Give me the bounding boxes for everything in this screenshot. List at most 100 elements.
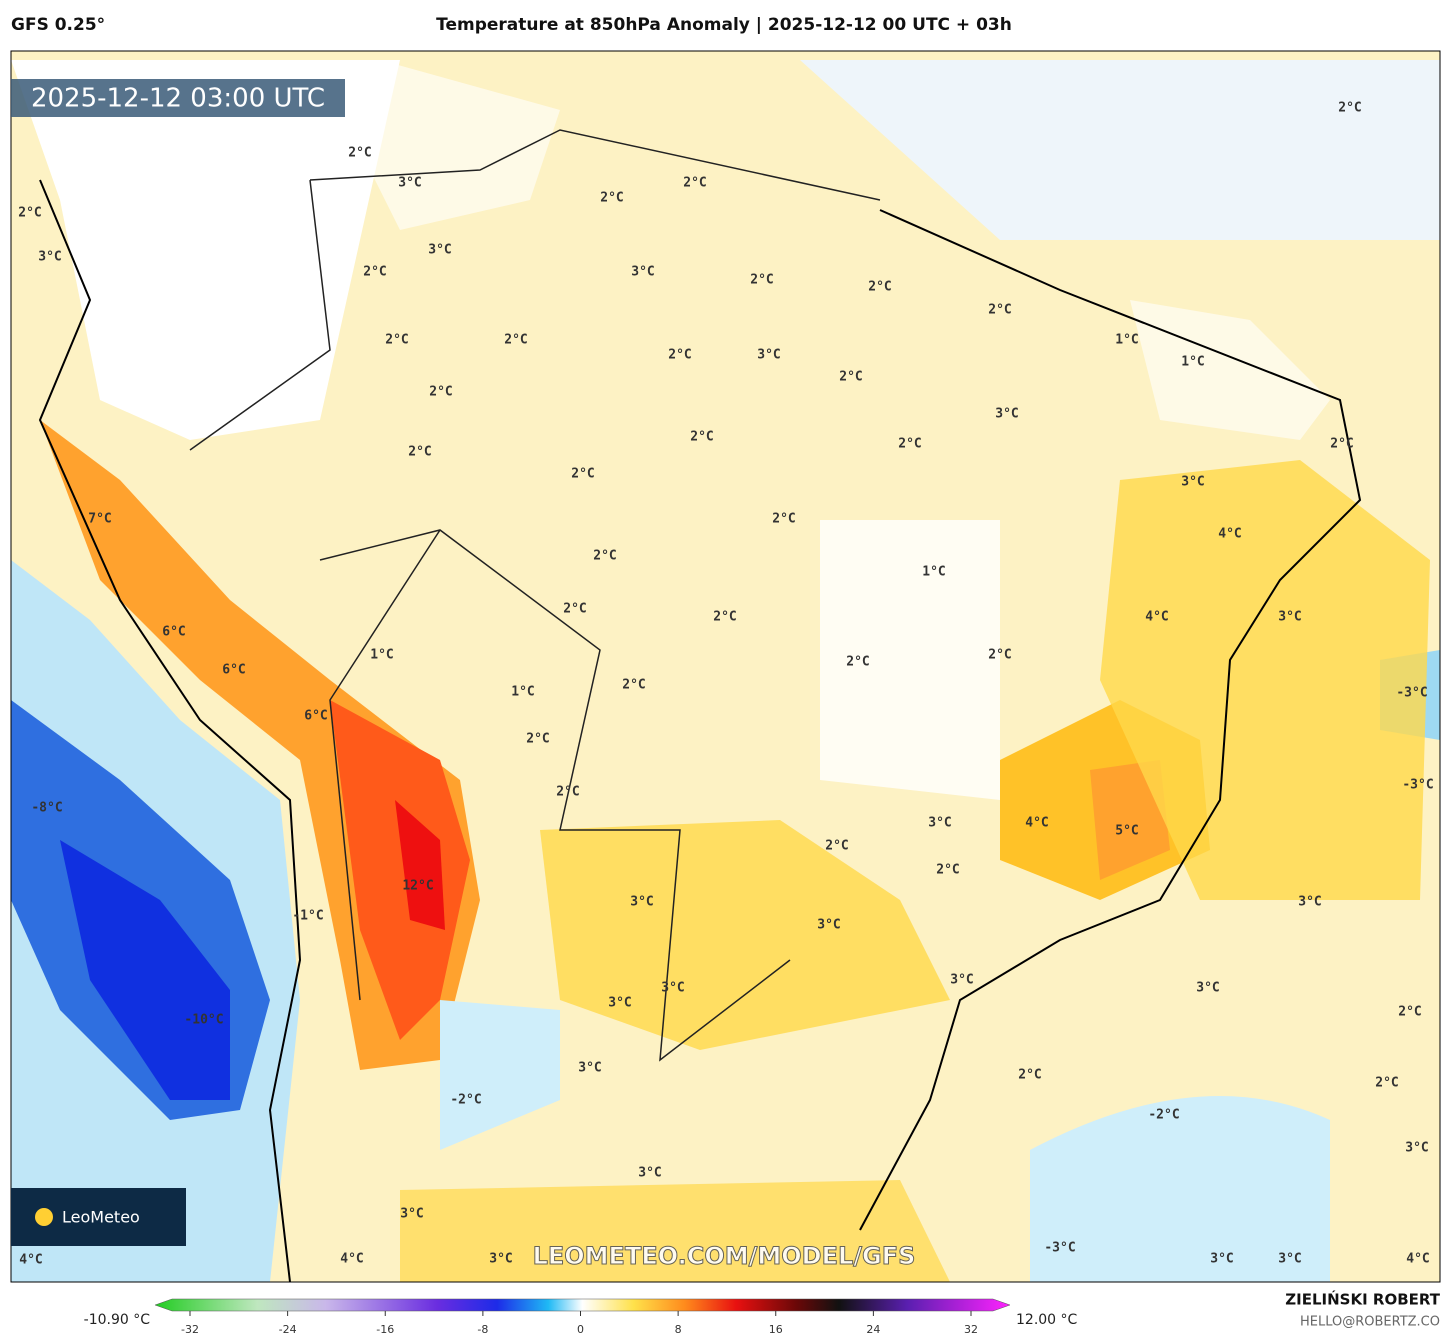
contour-label: -1°C bbox=[292, 909, 323, 924]
contour-label: 2°C bbox=[1338, 101, 1361, 116]
contour-label: 3°C bbox=[489, 1252, 512, 1267]
contour-label: 4°C bbox=[19, 1253, 42, 1268]
colorbar-tick-label: -8 bbox=[477, 1323, 488, 1336]
contour-label: 2°C bbox=[600, 191, 623, 206]
contour-label: 1°C bbox=[922, 565, 945, 580]
contour-label: 3°C bbox=[608, 996, 631, 1011]
contour-label: 1°C bbox=[1115, 333, 1138, 348]
contour-label: 1°C bbox=[370, 648, 393, 663]
contour-label: 1°C bbox=[1181, 355, 1204, 370]
colorbar-max: 12.00 °C bbox=[1016, 1312, 1078, 1328]
warm-area bbox=[395, 800, 445, 930]
contour-label: 3°C bbox=[928, 816, 951, 831]
contour-label: 2°C bbox=[772, 512, 795, 527]
contour-label: 6°C bbox=[222, 663, 245, 678]
contour-label: 2°C bbox=[988, 303, 1011, 318]
contour-label: 2°C bbox=[825, 839, 848, 854]
contour-label: -3°C bbox=[1044, 1241, 1075, 1256]
contour-label: 7°C bbox=[88, 512, 111, 527]
contour-label: 2°C bbox=[868, 280, 891, 295]
contour-label: -8°C bbox=[31, 801, 62, 816]
coastline bbox=[38, 179, 1362, 1282]
cold-area bbox=[60, 840, 230, 1100]
colorbar-tick-label: 32 bbox=[964, 1323, 978, 1336]
contour-label: 2°C bbox=[750, 273, 773, 288]
contour-label: 3°C bbox=[400, 1207, 423, 1222]
contour-label: 2°C bbox=[683, 176, 706, 191]
watermark: LEOMETEO.COM/MODEL/GFS bbox=[533, 1242, 916, 1270]
contour-label: 6°C bbox=[162, 625, 185, 640]
contour-label: -3°C bbox=[1402, 778, 1433, 793]
contour-label: 2°C bbox=[713, 610, 736, 625]
timestamp-box bbox=[11, 79, 345, 117]
contour-label: 4°C bbox=[340, 1252, 363, 1267]
contour-label: 3°C bbox=[757, 348, 780, 363]
neutral-area bbox=[800, 60, 1440, 240]
contour-label: 3°C bbox=[661, 981, 684, 996]
contour-label: 2°C bbox=[988, 648, 1011, 663]
contour-label: -2°C bbox=[450, 1093, 481, 1108]
contour-label: 2°C bbox=[385, 333, 408, 348]
colorbar-tick-label: -16 bbox=[376, 1323, 394, 1336]
neutral-area bbox=[350, 60, 1330, 440]
colorbar-ticks: -32 -24 -16 -8 0 8 16 24 32 bbox=[181, 1311, 978, 1336]
contour-label: 6°C bbox=[304, 709, 327, 724]
contour-label: 2°C bbox=[348, 146, 371, 161]
contour-label: 5°C bbox=[1115, 824, 1138, 839]
contour-label: 3°C bbox=[398, 176, 421, 191]
contour-label: 3°C bbox=[1181, 475, 1204, 490]
contour-label: 2°C bbox=[690, 430, 713, 445]
contour-label: 2°C bbox=[18, 206, 41, 221]
contour-label: 3°C bbox=[1196, 981, 1219, 996]
contour-label: 2°C bbox=[1018, 1068, 1041, 1083]
contour-label: 3°C bbox=[1405, 1141, 1428, 1156]
border bbox=[189, 129, 881, 1062]
contour-label: 12°C bbox=[402, 879, 433, 894]
chart-title: Temperature at 850hPa Anomaly | 2025-12-… bbox=[436, 15, 1012, 35]
contour-label: -3°C bbox=[1396, 686, 1427, 701]
colorbar-tick-label: -32 bbox=[181, 1323, 199, 1336]
contour-label: 4°C bbox=[1406, 1252, 1429, 1267]
contour-label: 3°C bbox=[1210, 1252, 1233, 1267]
warm-area bbox=[330, 700, 470, 1040]
contour-label: 2°C bbox=[556, 785, 579, 800]
logo: LeoMeteo bbox=[62, 1208, 140, 1227]
map-frame bbox=[10, 50, 1441, 1283]
contour-label: 2°C bbox=[839, 370, 862, 385]
contour-label: 3°C bbox=[1278, 1252, 1301, 1267]
contour-label: 2°C bbox=[563, 602, 586, 617]
contour-label: -10°C bbox=[184, 1013, 223, 1028]
contour-label: 2°C bbox=[1398, 1005, 1421, 1020]
contour-label: 2°C bbox=[898, 437, 921, 452]
contour-label: 3°C bbox=[38, 250, 61, 265]
contour-label: 3°C bbox=[638, 1166, 661, 1181]
timestamp: 2025-12-12 03:00 UTC bbox=[31, 84, 325, 114]
contour-label: 3°C bbox=[995, 407, 1018, 422]
colorbar bbox=[154, 1298, 1011, 1312]
warm-area bbox=[1100, 460, 1430, 900]
contour-label: 4°C bbox=[1025, 816, 1048, 831]
contour-label: 2°C bbox=[1375, 1076, 1398, 1091]
contour-label: 4°C bbox=[1145, 610, 1168, 625]
contour-label: 2°C bbox=[593, 549, 616, 564]
colorbar-tick-label: 0 bbox=[577, 1323, 584, 1336]
colorbar-tick-label: 16 bbox=[769, 1323, 783, 1336]
contour-label: 2°C bbox=[526, 732, 549, 747]
warm-area bbox=[540, 820, 950, 1050]
contour-label: 2°C bbox=[504, 333, 527, 348]
contour-label: 3°C bbox=[578, 1061, 601, 1076]
contour-label: 2°C bbox=[846, 655, 869, 670]
contour-label: 2°C bbox=[1330, 437, 1353, 452]
contour-label: 3°C bbox=[1278, 610, 1301, 625]
contour-label: 3°C bbox=[950, 973, 973, 988]
contour-label: 3°C bbox=[631, 265, 654, 280]
colorbar-tick-label: 24 bbox=[866, 1323, 880, 1336]
author: ZIELIŃSKI ROBERT bbox=[1285, 1290, 1440, 1309]
colorbar-min: -10.90 °C bbox=[84, 1312, 151, 1328]
warm-area bbox=[400, 1180, 950, 1282]
contour-label: 3°C bbox=[817, 918, 840, 933]
contour-label: 2°C bbox=[622, 678, 645, 693]
contour-label: 3°C bbox=[428, 243, 451, 258]
colorbar-tick-label: 8 bbox=[675, 1323, 682, 1336]
